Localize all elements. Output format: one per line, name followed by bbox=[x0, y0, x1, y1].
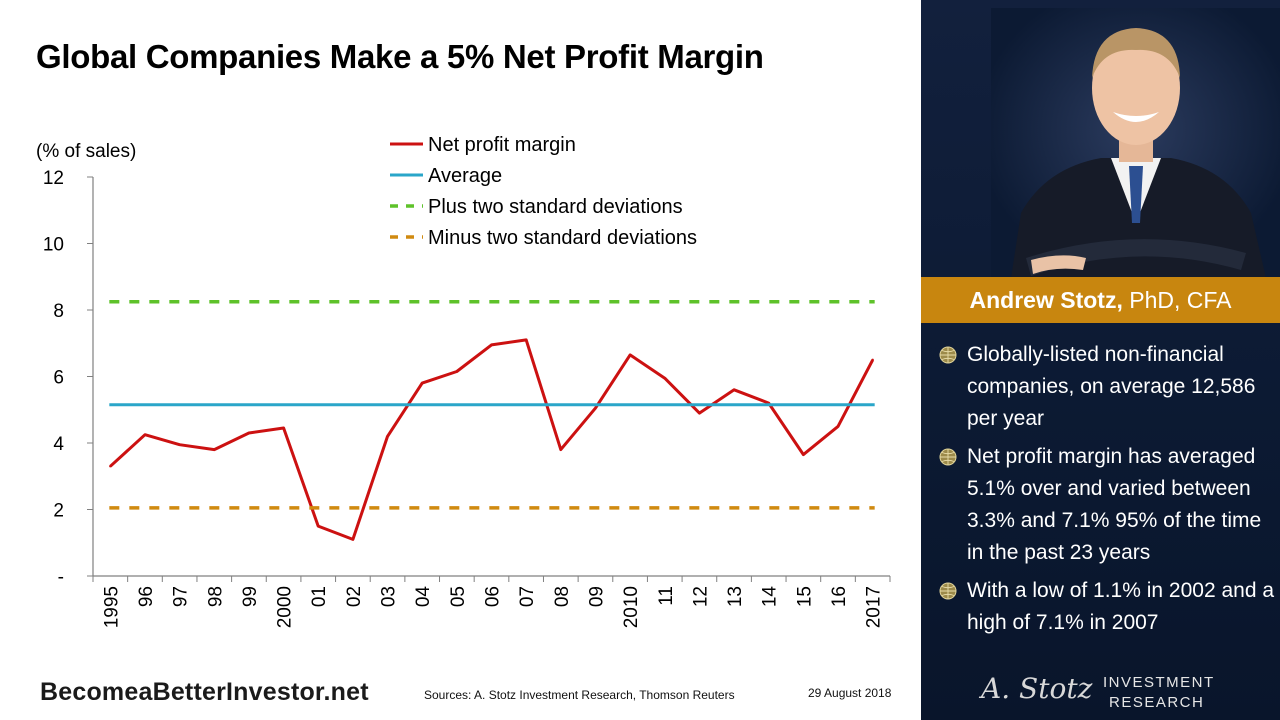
data-point bbox=[836, 425, 840, 428]
presenter-panel: Andrew Stotz, PhD, CFA Globally-listed n… bbox=[921, 0, 1280, 720]
x-tick-label: 16 bbox=[829, 586, 850, 607]
y-tick-label: 6 bbox=[53, 368, 64, 389]
slide-title: Global Companies Make a 5% Net Profit Ma… bbox=[36, 38, 764, 75]
x-tick-label: 2010 bbox=[621, 586, 642, 628]
footer-source: Sources: A. Stotz Investment Research, T… bbox=[424, 688, 735, 702]
data-point bbox=[732, 388, 736, 391]
y-axis-label: (% of sales) bbox=[36, 141, 136, 162]
data-point bbox=[420, 381, 424, 385]
legend-label: Average bbox=[428, 165, 502, 187]
x-tick-label: 1995 bbox=[101, 586, 122, 628]
x-tick-label: 15 bbox=[794, 586, 815, 607]
data-point bbox=[109, 465, 112, 468]
x-tick-label: 97 bbox=[171, 586, 192, 607]
legend-label: Minus two standard deviations bbox=[428, 227, 697, 249]
logo-text-investment: INVESTMENT bbox=[1103, 674, 1215, 691]
data-point bbox=[282, 426, 285, 430]
x-tick-label: 07 bbox=[517, 586, 538, 607]
x-tick-label: 14 bbox=[760, 586, 781, 608]
data-point bbox=[351, 538, 355, 541]
data-point bbox=[698, 411, 701, 415]
x-tick-label: 11 bbox=[656, 586, 677, 606]
x-tick-label: 98 bbox=[205, 586, 226, 607]
data-point bbox=[317, 524, 320, 528]
company-logo: A. Stotz INVESTMENT RESEARCH bbox=[981, 668, 1280, 720]
presenter-name: Andrew Stotz, bbox=[969, 286, 1123, 313]
globe-bullet-icon bbox=[939, 346, 957, 364]
y-tick-label: - bbox=[58, 567, 64, 588]
x-tick-label: 04 bbox=[413, 586, 434, 608]
x-tick-label: 2000 bbox=[275, 586, 296, 628]
data-point bbox=[802, 453, 805, 456]
x-tick-label: 2017 bbox=[864, 586, 885, 628]
key-points-list: Globally-listed non-financial companies,… bbox=[939, 339, 1275, 645]
y-tick-label: 10 bbox=[43, 235, 64, 256]
data-point bbox=[178, 443, 181, 446]
x-tick-label: 01 bbox=[309, 586, 330, 607]
data-point bbox=[386, 435, 389, 438]
presenter-name-banner: Andrew Stotz, PhD, CFA bbox=[921, 277, 1280, 323]
key-point-item: Globally-listed non-financial companies,… bbox=[939, 339, 1275, 435]
data-point bbox=[143, 433, 147, 436]
footer-date: 29 August 2018 bbox=[808, 686, 892, 700]
data-point bbox=[871, 358, 874, 362]
logo-text-research: RESEARCH bbox=[1109, 694, 1205, 711]
data-point bbox=[628, 353, 632, 357]
x-tick-label: 06 bbox=[483, 586, 504, 607]
data-point bbox=[524, 338, 528, 342]
presenter-portrait-image bbox=[991, 8, 1280, 278]
y-tick-label: 12 bbox=[43, 168, 64, 189]
globe-bullet-icon bbox=[939, 582, 957, 600]
y-tick-label: 8 bbox=[53, 301, 64, 322]
x-tick-label: 03 bbox=[379, 586, 400, 607]
y-tick-label: 2 bbox=[53, 501, 64, 522]
legend-label: Net profit margin bbox=[428, 134, 576, 156]
line-chart: (% of sales) - 2 4 6 8 10 12 1995 96 97 98 99 2000 01 0… bbox=[36, 134, 891, 628]
x-tick-label: 09 bbox=[586, 586, 607, 607]
x-tick-label: 99 bbox=[240, 586, 261, 607]
data-point bbox=[247, 431, 251, 435]
data-point bbox=[213, 448, 216, 451]
y-tick-label: 4 bbox=[53, 434, 64, 455]
presenter-credentials: PhD, CFA bbox=[1122, 286, 1232, 313]
data-point bbox=[559, 448, 563, 451]
key-point-text: With a low of 1.1% in 2002 and a high of… bbox=[967, 579, 1275, 634]
x-tick-label: 02 bbox=[344, 586, 365, 607]
legend-label: Plus two standard deviations bbox=[428, 196, 683, 218]
x-tick-label: 96 bbox=[136, 586, 157, 607]
footer-brand: BecomeaBetterInvestor.net bbox=[40, 678, 369, 706]
x-tick-label: 08 bbox=[552, 586, 573, 607]
x-tick-label: 05 bbox=[448, 586, 469, 607]
key-point-item: Net profit margin has averaged 5.1% over… bbox=[939, 441, 1275, 569]
x-tick-label: 12 bbox=[690, 586, 711, 607]
logo-signature: A. Stotz bbox=[981, 672, 1093, 705]
x-tick-label: 13 bbox=[725, 586, 746, 607]
data-point bbox=[455, 370, 459, 373]
globe-bullet-icon bbox=[939, 448, 957, 466]
data-point bbox=[663, 376, 666, 380]
key-point-text: Net profit margin has averaged 5.1% over… bbox=[967, 445, 1262, 564]
key-point-item: With a low of 1.1% in 2002 and a high of… bbox=[939, 575, 1275, 639]
key-point-text: Globally-listed non-financial companies,… bbox=[967, 343, 1256, 430]
data-point bbox=[490, 343, 493, 347]
data-point bbox=[594, 406, 597, 410]
